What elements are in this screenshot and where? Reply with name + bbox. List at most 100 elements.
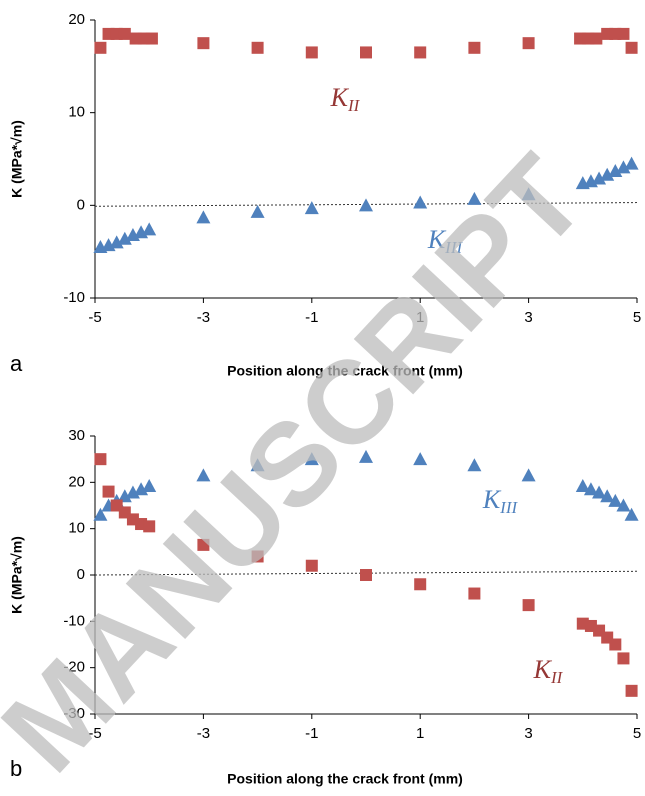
square-marker xyxy=(143,520,156,533)
square-marker xyxy=(118,27,131,40)
y-tick-label: 30 xyxy=(68,427,85,444)
x-tick-label: 1 xyxy=(416,309,424,326)
triangle-marker xyxy=(117,489,132,503)
y-tick-label: 10 xyxy=(68,104,85,121)
triangle-marker xyxy=(600,167,615,181)
triangle-marker xyxy=(196,210,211,224)
x-axis-title: Position along the crack front (mm) xyxy=(227,363,463,379)
x-tick-label: 1 xyxy=(416,725,424,742)
y-tick-label: 20 xyxy=(68,473,85,490)
square-marker xyxy=(360,569,372,581)
triangle-marker xyxy=(600,489,615,503)
triangle-marker xyxy=(592,171,607,185)
triangle-marker xyxy=(616,160,631,174)
square-marker xyxy=(251,41,264,54)
annotation-subscript: III xyxy=(444,238,463,257)
annotation-symbol: K xyxy=(533,655,553,684)
x-tick-label: 5 xyxy=(633,309,641,326)
y-tick-label: 20 xyxy=(68,11,85,28)
triangle-marker xyxy=(583,482,598,496)
triangle-marker xyxy=(608,164,623,178)
panel-label: b xyxy=(10,756,22,781)
triangle-marker xyxy=(616,498,631,512)
triangle-marker xyxy=(624,156,639,170)
square-marker xyxy=(94,453,107,466)
annotation: KII xyxy=(330,83,361,115)
annotation-subscript: III xyxy=(499,498,518,517)
x-tick-label: -3 xyxy=(197,309,210,326)
triangle-marker xyxy=(117,231,132,245)
triangle-marker xyxy=(413,195,428,209)
triangle-marker xyxy=(250,204,265,218)
annotation-subscript: II xyxy=(550,668,564,687)
annotation-symbol: K xyxy=(330,83,350,112)
square-marker xyxy=(617,27,630,40)
y-tick-label: 0 xyxy=(77,196,85,213)
triangle-marker xyxy=(413,452,428,466)
square-marker xyxy=(251,550,264,563)
panel-label: a xyxy=(10,351,23,376)
x-tick-label: -5 xyxy=(88,309,101,326)
square-marker xyxy=(145,32,158,45)
x-tick-label: -3 xyxy=(197,725,210,742)
y-axis-title: K (MPa*√m) xyxy=(9,120,25,198)
x-axis-title: Position along the crack front (mm) xyxy=(227,771,463,787)
square-marker xyxy=(305,559,318,572)
triangle-marker xyxy=(142,222,157,236)
square-marker xyxy=(414,578,427,591)
triangle-marker xyxy=(196,468,211,482)
triangle-marker xyxy=(359,198,373,212)
annotation: KIII xyxy=(427,225,464,257)
y-axis-title: K (MPa*√m) xyxy=(9,536,25,614)
square-marker xyxy=(617,652,630,665)
triangle-marker xyxy=(109,235,124,249)
x-tick-label: 3 xyxy=(524,309,532,326)
triangle-marker xyxy=(521,187,536,201)
triangle-marker xyxy=(624,507,639,521)
y-tick-label: -10 xyxy=(63,612,85,629)
square-marker xyxy=(360,46,372,59)
triangle-marker xyxy=(608,493,623,507)
square-marker xyxy=(625,684,638,697)
y-tick-label: -20 xyxy=(63,659,85,676)
triangle-marker xyxy=(575,479,590,493)
x-tick-label: -5 xyxy=(88,725,101,742)
annotation: KII xyxy=(533,655,564,687)
triangle-marker xyxy=(304,452,319,466)
x-tick-label: -1 xyxy=(305,309,318,326)
square-marker xyxy=(94,41,107,54)
square-marker xyxy=(590,32,603,45)
triangle-marker xyxy=(93,507,108,521)
y-tick-label: 10 xyxy=(68,520,85,537)
square-marker xyxy=(625,41,638,54)
triangle-marker xyxy=(521,468,536,482)
square-marker xyxy=(305,46,318,59)
triangle-marker xyxy=(304,201,319,215)
square-marker xyxy=(522,37,535,50)
y-tick-label: -10 xyxy=(63,289,85,306)
square-marker xyxy=(102,485,115,498)
x-tick-label: 5 xyxy=(633,725,641,742)
triangle-marker xyxy=(467,458,482,472)
square-marker xyxy=(468,587,481,600)
y-tick-label: -30 xyxy=(63,705,85,722)
square-marker xyxy=(468,41,481,54)
annotation-symbol: K xyxy=(427,225,447,254)
annotation: KIII xyxy=(482,485,519,517)
x-tick-label: -1 xyxy=(305,725,318,742)
y-tick-label: 0 xyxy=(77,566,85,583)
square-marker xyxy=(522,599,535,612)
square-marker xyxy=(609,638,622,651)
square-marker xyxy=(197,538,210,551)
triangle-marker xyxy=(592,485,607,499)
square-marker xyxy=(414,46,427,59)
x-tick-label: 3 xyxy=(524,725,532,742)
square-marker xyxy=(197,37,210,50)
annotation-symbol: K xyxy=(482,485,502,514)
watermark: MANUSCRIPT xyxy=(0,131,610,796)
triangle-marker xyxy=(359,449,373,463)
triangle-marker xyxy=(467,191,482,205)
annotation-subscript: II xyxy=(347,96,361,115)
triangle-marker xyxy=(142,479,157,493)
